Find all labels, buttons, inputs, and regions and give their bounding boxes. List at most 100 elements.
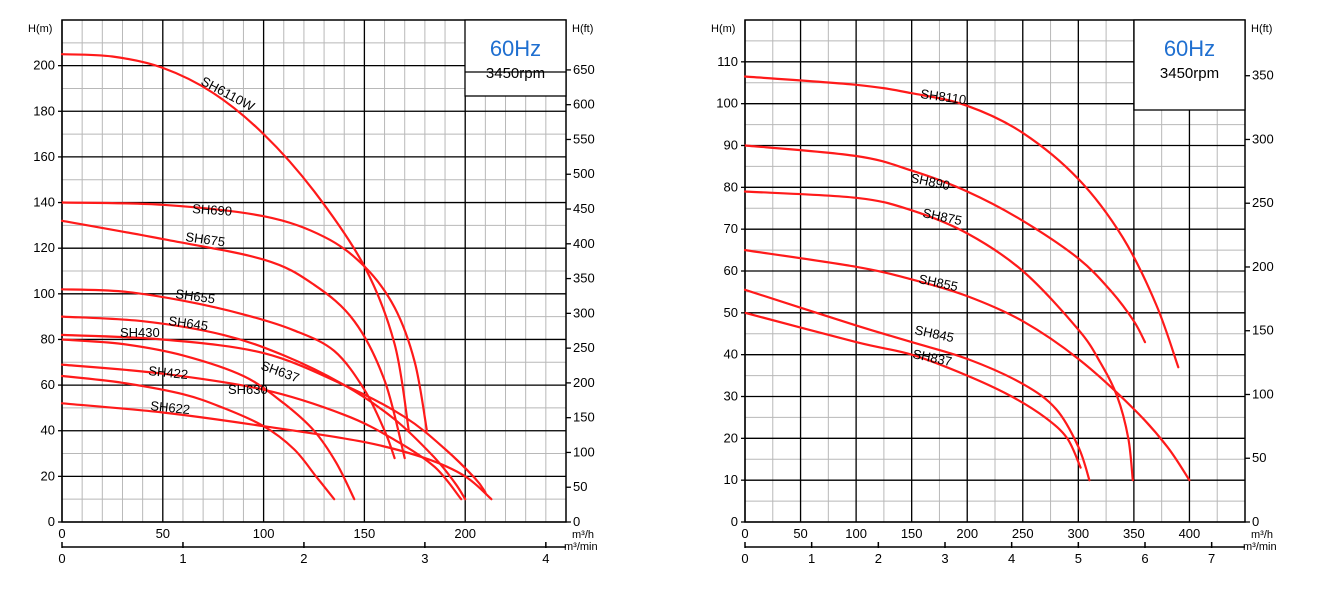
- y-tick-label: 60: [724, 263, 738, 278]
- x-tick-label: 200: [454, 526, 476, 541]
- y-axis-title: H(m): [711, 23, 735, 35]
- curve-sh845: [743, 288, 1091, 482]
- x2-tick-label: 4: [542, 551, 549, 566]
- x2-axis-title: m³/min: [1243, 541, 1277, 553]
- y2-tick-label: 350: [1252, 68, 1274, 83]
- x-tick-label: 300: [1067, 526, 1089, 541]
- y-tick-label: 20: [724, 430, 738, 445]
- y2-tick-label: 300: [573, 305, 595, 320]
- major-grid: [744, 19, 1246, 523]
- curve-label: SH890: [909, 170, 951, 193]
- frequency-label: 60Hz: [1164, 36, 1215, 61]
- y-tick-label: 30: [724, 389, 738, 404]
- y2-tick-label: 350: [573, 271, 595, 286]
- x-tick-label: 350: [1123, 526, 1145, 541]
- curve-label: SH690: [192, 201, 233, 219]
- curve-sh8110: [743, 75, 1180, 369]
- curve-label: SH645: [168, 313, 209, 333]
- y-tick-label: 80: [724, 179, 738, 194]
- y-tick-label: 0: [731, 514, 738, 529]
- x2-tick-label: 1: [808, 551, 815, 566]
- pump-curve-chart-left: SH6110WSH690SH675SH655SH645SH430SH637SH6…: [28, 19, 598, 566]
- y2-tick-label: 250: [1252, 195, 1274, 210]
- x-tick-label: 200: [956, 526, 978, 541]
- y2-tick-label: 200: [1252, 259, 1274, 274]
- y2-tick-label: 150: [1252, 323, 1274, 338]
- y2-tick-label: 300: [1252, 131, 1274, 146]
- curve-sh655: [60, 288, 396, 460]
- x2-tick-label: 2: [300, 551, 307, 566]
- curve-label: SH855: [917, 271, 959, 294]
- x-tick-label: 250: [1012, 526, 1034, 541]
- curves: [743, 75, 1191, 482]
- y2-tick-label: 0: [573, 514, 580, 529]
- info-box-frame: [1133, 19, 1246, 111]
- curve-sh6110w: [60, 53, 410, 432]
- y2-tick-label: 100: [573, 444, 595, 459]
- y-tick-label: 20: [41, 468, 55, 483]
- curve-labels: SH6110WSH690SH675SH655SH645SH430SH637SH6…: [120, 73, 301, 417]
- y-tick-label: 40: [724, 347, 738, 362]
- curve-label: SH622: [150, 398, 191, 417]
- x2-tick-label: 0: [58, 551, 65, 566]
- x-tick-label: 150: [901, 526, 923, 541]
- x-tick-label: 100: [845, 526, 867, 541]
- x-tick-label: 0: [741, 526, 748, 541]
- x-axis-title: m³/h: [572, 529, 594, 541]
- x-tick-label: 100: [253, 526, 275, 541]
- curve-sh622: [60, 402, 493, 501]
- y-tick-label: 200: [33, 58, 55, 73]
- curve-sh890: [743, 144, 1147, 344]
- y2-tick-label: 150: [573, 410, 595, 425]
- x2-tick-label: 3: [941, 551, 948, 566]
- y-tick-label: 160: [33, 149, 55, 164]
- curve-sh422: [60, 374, 336, 501]
- y2-tick-label: 600: [573, 97, 595, 112]
- info-box: 60Hz 3450rpm: [464, 19, 567, 97]
- y-tick-label: 140: [33, 195, 55, 210]
- plot-frame: [61, 19, 567, 523]
- curve-label: SH8110: [920, 86, 968, 107]
- y-tick-label: 0: [48, 514, 55, 529]
- y2-axis-title: H(ft): [1251, 23, 1272, 35]
- rpm-label: 3450rpm: [1160, 65, 1219, 82]
- y2-tick-label: 50: [1252, 450, 1266, 465]
- x-tick-label: 50: [793, 526, 807, 541]
- x-axis-title: m³/h: [1251, 529, 1273, 541]
- curve-sh690: [60, 201, 428, 432]
- curve-sh837: [743, 311, 1082, 469]
- y-tick-label: 90: [724, 138, 738, 153]
- y-axis-title: H(m): [28, 23, 52, 35]
- curve-label: SH430: [120, 325, 160, 340]
- curve-label: SH6110W: [199, 73, 258, 114]
- curve-label: SH837: [911, 346, 953, 369]
- x-tick-label: 0: [58, 526, 65, 541]
- x2-tick-label: 6: [1141, 551, 1148, 566]
- y-tick-label: 180: [33, 103, 55, 118]
- y-tick-label: 50: [724, 305, 738, 320]
- y2-tick-label: 100: [1252, 386, 1274, 401]
- y2-tick-label: 0: [1252, 514, 1259, 529]
- y2-tick-label: 650: [573, 62, 595, 77]
- x-tick-label: 400: [1179, 526, 1201, 541]
- y-tick-label: 40: [41, 423, 55, 438]
- y2-tick-label: 250: [573, 340, 595, 355]
- y-tick-label: 10: [724, 472, 738, 487]
- x-tick-label: 50: [156, 526, 170, 541]
- curve-sh855: [743, 249, 1191, 482]
- y2-tick-label: 500: [573, 166, 595, 181]
- y-tick-label: 110: [717, 54, 738, 69]
- y-tick-label: 60: [41, 377, 55, 392]
- info-box: 60Hz 3450rpm: [1133, 19, 1246, 111]
- y-tick-label: 70: [724, 221, 738, 236]
- y2-tick-label: 450: [573, 201, 595, 216]
- curve-sh637: [60, 333, 487, 494]
- x2-tick-label: 2: [875, 551, 882, 566]
- y-tick-label: 80: [41, 331, 55, 346]
- frequency-label: 60Hz: [490, 36, 541, 61]
- y2-tick-label: 200: [573, 375, 595, 390]
